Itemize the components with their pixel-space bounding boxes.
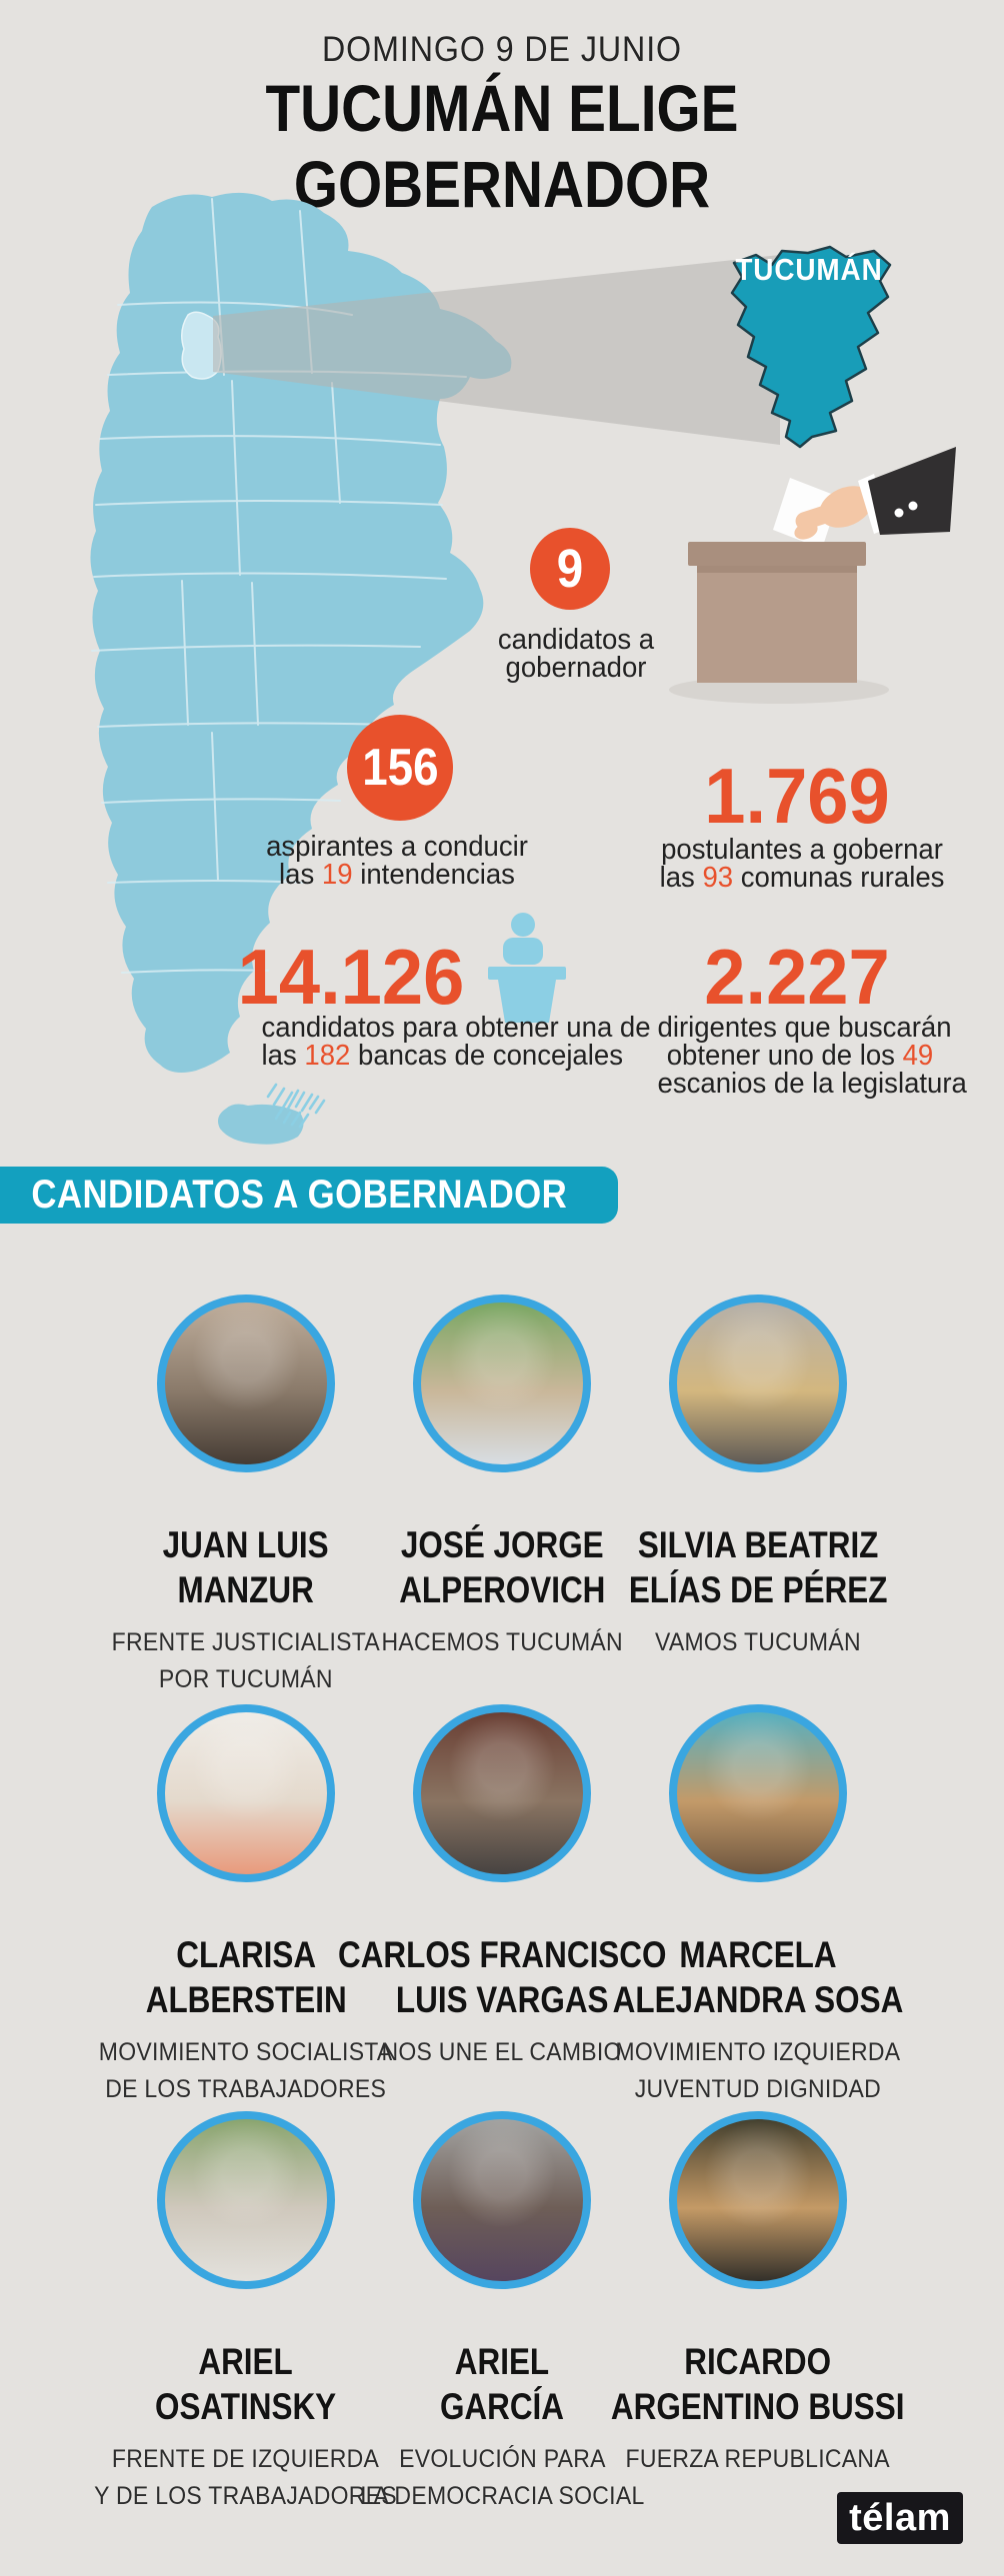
candidate-card: RICARDO ARGENTINO BUSSI FUERZA REPUBLICAN… (611, 2111, 905, 2515)
candidate-card: ARIEL GARCÍA EVOLUCIÓN PARA LA DEMOCRACIA … (360, 2111, 644, 2515)
date-heading: DOMINGO 9 DE JUNIO (321, 30, 683, 69)
candidate-name: ARIEL OSATINSKY (155, 2341, 337, 2427)
candidate-card: JOSÉ JORGE ALPEROVICH HACEMOS TUCUMÁN (374, 1294, 630, 1698)
candidate-row-1: JUAN LUIS MANZUR FRENTE JUSTICIALISTA POR … (112, 1294, 887, 1698)
tucuman-region-large (730, 245, 892, 449)
candidate-name: RICARDO ARGENTINO BUSSI (611, 2341, 905, 2427)
candidate-row-2: CLARISA ALBERSTEIN MOVIMIENTO SOCIALISTA D… (99, 1704, 903, 2108)
candidate-photo (413, 2111, 591, 2289)
stat-comunas-number: 1.769 (704, 752, 890, 840)
candidate-party: FRENTE DE IZQUIERDA Y DE LOS TRABAJADORES (94, 2445, 398, 2510)
candidate-name: CARLOS FRANCISCO LUIS VARGAS (337, 1934, 667, 2020)
candidate-card: MARCELA ALEJANDRA SOSA MOVIMIENTO IZQUIER… (613, 1704, 903, 2108)
candidate-photo (157, 1704, 335, 1882)
stat-intendencias-caption: aspirantes a conducir las 19 intendencia… (266, 831, 528, 891)
candidate-card: JUAN LUIS MANZUR FRENTE JUSTICIALISTA POR … (112, 1294, 380, 1698)
region-label: TUCUMÁN (735, 252, 883, 287)
candidate-card: ARIEL OSATINSKY FRENTE DE IZQUIERDA Y DE L… (95, 2111, 397, 2515)
candidate-photo (413, 1704, 591, 1882)
candidate-photo (413, 1294, 591, 1472)
candidate-party: FRENTE JUSTICIALISTA POR TUCUMÁN (111, 1628, 381, 1693)
hand-with-ballot-icon (773, 447, 956, 549)
section-banner-label: CANDIDATOS A GOBERNADOR (31, 1173, 568, 1217)
stat-legislatura-number: 2.227 (704, 933, 890, 1021)
stat-comunas-caption: postulantes a gobernar las 93 comunas ru… (659, 834, 945, 894)
candidate-party: FUERZA REPUBLICANA (625, 2445, 891, 2473)
telam-logo-text: télam (849, 2496, 951, 2539)
candidate-party: MOVIMIENTO IZQUIERDA JUVENTUD DIGNIDAD (615, 2038, 901, 2103)
candidate-photo (669, 1294, 847, 1472)
telam-logo: télam (837, 2492, 963, 2544)
candidate-party: EVOLUCIÓN PARA LA DEMOCRACIA SOCIAL (359, 2445, 645, 2510)
candidate-party: MOVIMIENTO SOCIALISTA DE LOS TRABAJADORES (99, 2038, 393, 2103)
projection-beam (213, 255, 780, 445)
ballot-box-icon (688, 542, 866, 683)
candidate-row-3: ARIEL OSATINSKY FRENTE DE IZQUIERDA Y DE L… (95, 2111, 905, 2515)
candidate-photo (157, 1294, 335, 1472)
stat-governor-caption: candidatos a gobernador (497, 624, 655, 684)
candidate-party: NOS UNE EL CAMBIO (381, 2038, 623, 2066)
candidate-photo (157, 2111, 335, 2289)
candidate-card: SILVIA BEATRIZ ELÍAS DE PÉREZ VAMOS TUCUM… (629, 1294, 887, 1698)
candidate-party: VAMOS TUCUMÁN (655, 1628, 861, 1656)
candidate-name: CLARISA ALBERSTEIN (145, 1934, 347, 2020)
stat-legislatura-caption: dirigentes que buscarán obtener uno de l… (657, 1012, 967, 1100)
candidate-card: CARLOS FRANCISCO LUIS VARGAS NOS UNE EL C… (338, 1704, 666, 2108)
candidate-name: JUAN LUIS MANZUR (162, 1524, 330, 1610)
candidate-name: MARCELA ALEJANDRA SOSA (612, 1934, 904, 2020)
candidate-name: JOSÉ JORGE ALPEROVICH (398, 1524, 606, 1610)
stat-concejales-number: 14.126 (237, 933, 465, 1021)
candidate-name: SILVIA BEATRIZ ELÍAS DE PÉREZ (628, 1524, 888, 1610)
malvinas-hatch-icon (266, 1083, 326, 1129)
candidate-name: ARIEL GARCÍA (439, 2341, 565, 2427)
candidate-photo (669, 2111, 847, 2289)
stat-concejales-caption: candidatos para obtener una de las 182 b… (261, 1012, 651, 1072)
argentina-map (90, 192, 512, 1145)
candidate-card: CLARISA ALBERSTEIN MOVIMIENTO SOCIALISTA D… (99, 1704, 393, 2108)
page-title: TUCUMÁN ELIGE GOBERNADOR (265, 71, 739, 221)
section-banner: CANDIDATOS A GOBERNADOR (0, 1167, 618, 1224)
hero-illustration (90, 192, 956, 1145)
candidate-party: HACEMOS TUCUMÁN (381, 1628, 623, 1656)
stat-governor-circle: 9 (530, 528, 610, 610)
podium-speaker-icon (488, 913, 566, 1023)
candidate-photo (669, 1704, 847, 1882)
stat-intendencias-circle: 156 (347, 715, 453, 821)
